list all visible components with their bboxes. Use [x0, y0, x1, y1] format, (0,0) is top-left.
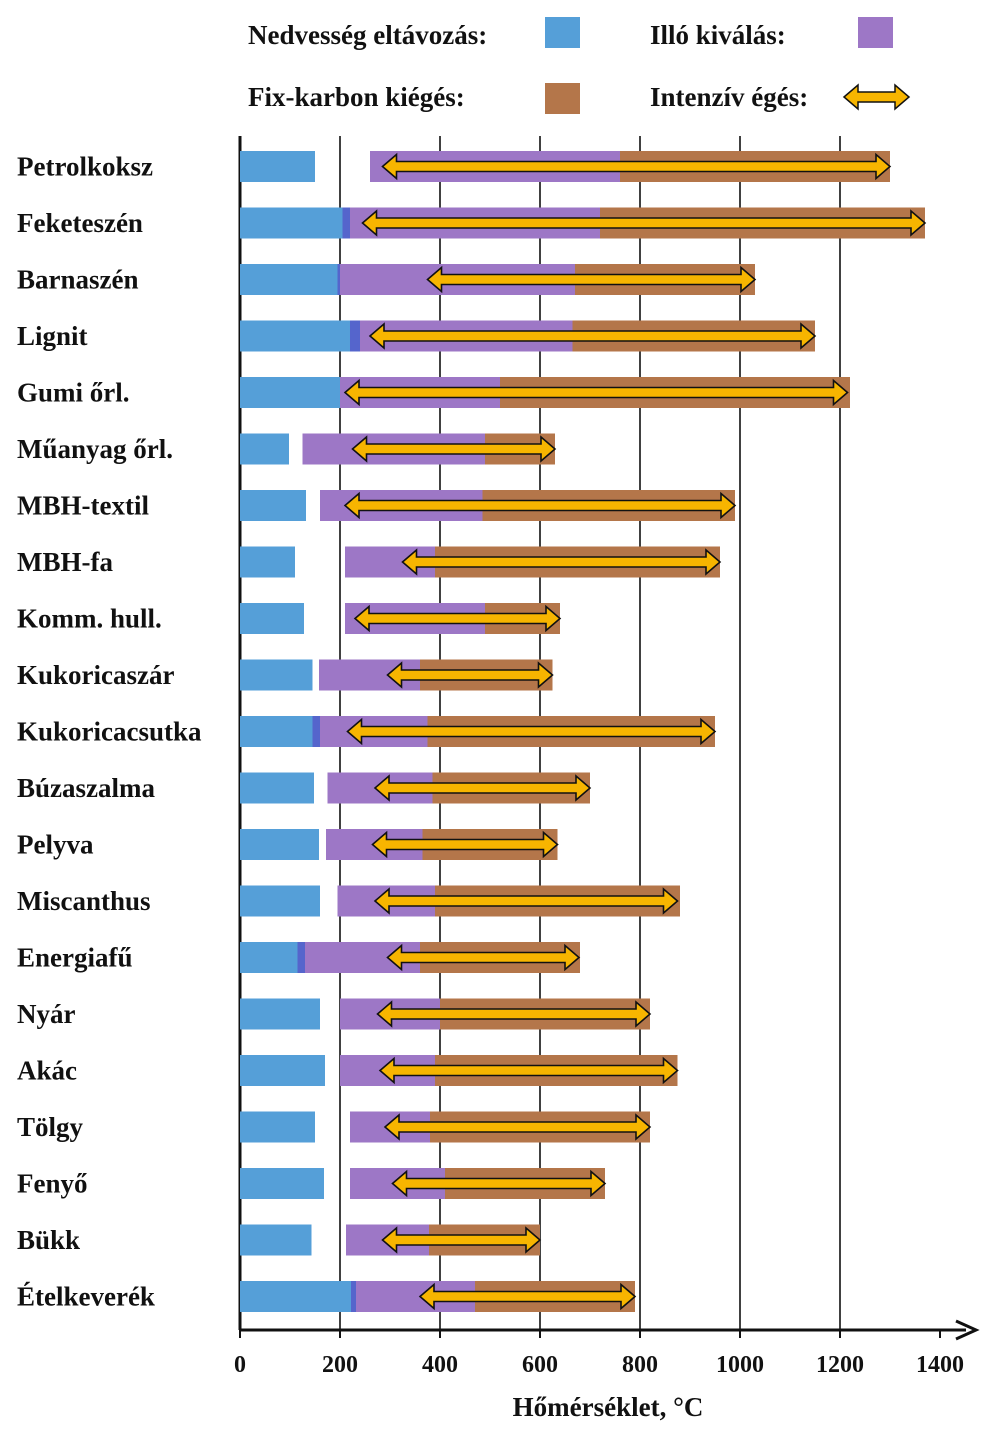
- row-1-category-label: Petrolkoksz: [17, 152, 153, 182]
- row-7-category-label: MBH-textil: [17, 491, 149, 521]
- row-21-intensive-arrow: [418, 1282, 637, 1311]
- row-18-moisture-bar: [240, 1111, 315, 1143]
- row-14-moisture-bar: [240, 885, 320, 917]
- row-14-intensive-arrow: [373, 887, 679, 915]
- legend-swatch-moisture: [545, 17, 580, 48]
- row-21-moisture-bar: [240, 1281, 351, 1312]
- row-15-moisture-bar: [240, 942, 298, 973]
- x-tick-label-200: 200: [322, 1352, 358, 1378]
- row-2-overlap-bar: [342, 207, 350, 239]
- row-20-category-label: Bükk: [17, 1225, 80, 1255]
- row-9-category-label: Komm. hull.: [17, 604, 162, 634]
- row-12-moisture-bar: [240, 772, 314, 804]
- row-5-moisture-bar: [240, 377, 340, 408]
- row-4-category-label: Lignit: [17, 321, 88, 351]
- x-tick-label-1200: 1200: [816, 1352, 864, 1378]
- row-14-category-label: Miscanthus: [17, 886, 151, 916]
- row-17-intensive-arrow: [378, 1056, 679, 1085]
- row-11-moisture-bar: [240, 716, 313, 747]
- row-3-intensive-arrow: [426, 265, 757, 294]
- row-20-moisture-bar: [240, 1224, 312, 1256]
- x-axis: 0 200 400 600 800 1000 1200 1400 Hőmérséklet, °…: [234, 1319, 980, 1422]
- row-15-overlap-bar: [297, 942, 305, 973]
- row-15-intensive-arrow: [386, 943, 581, 972]
- x-tick-label-1400: 1400: [916, 1352, 964, 1378]
- row-17-moisture-bar: [240, 1055, 325, 1086]
- row-4-moisture-bar: [240, 320, 350, 352]
- intensive-arrows: [343, 152, 927, 1311]
- row-19-intensive-arrow: [391, 1169, 607, 1198]
- row-5-intensive-arrow: [343, 378, 849, 407]
- row-9-moisture-bar: [240, 603, 304, 634]
- x-tick-label-1000: 1000: [716, 1352, 764, 1378]
- category-labels: Petrolkoksz Feketeszén Barnaszén Lignit Gumi…: [17, 152, 202, 1312]
- row-4-overlap-bar: [350, 320, 360, 352]
- row-3-category-label: Barnaszén: [17, 265, 139, 295]
- row-7-intensive-arrow: [343, 491, 737, 520]
- row-16-intensive-arrow: [376, 1000, 652, 1028]
- row-7-moisture-bar: [240, 490, 306, 521]
- row-5-category-label: Gumi őrl.: [17, 378, 130, 408]
- row-3-overlap-bar: [337, 264, 340, 295]
- row-10-intensive-arrow: [386, 661, 554, 689]
- legend-swatch-volatile: [858, 17, 893, 48]
- row-16-moisture-bar: [240, 998, 320, 1030]
- row-21-overlap-bar: [351, 1281, 356, 1312]
- row-3-moisture-bar: [240, 264, 338, 295]
- row-11-category-label: Kukoricacsutka: [17, 717, 202, 747]
- row-18-category-label: Tölgy: [17, 1112, 84, 1142]
- row-13-category-label: Pelyva: [17, 830, 94, 860]
- row-16-category-label: Nyár: [17, 999, 75, 1029]
- x-axis-title: Hőmérséklet, °C: [513, 1392, 704, 1422]
- row-21-category-label: Ételkeverék: [17, 1282, 155, 1312]
- legend-label-moisture: Nedvesség eltávozás:: [248, 20, 487, 50]
- x-axis-arrowhead: [955, 1319, 980, 1341]
- row-1-moisture-bar: [240, 151, 315, 182]
- row-11-overlap-bar: [312, 716, 320, 747]
- legend-label-volatile: Illó kiválás:: [650, 20, 786, 50]
- row-13-intensive-arrow: [371, 830, 559, 859]
- legend-label-intensive: Intenzív égés:: [650, 82, 808, 112]
- x-tick-label-600: 600: [522, 1352, 558, 1378]
- row-18-intensive-arrow: [383, 1113, 652, 1141]
- row-9-intensive-arrow: [353, 604, 562, 633]
- row-10-category-label: Kukoricaszár: [17, 660, 174, 690]
- row-2-moisture-bar: [240, 207, 343, 239]
- row-20-intensive-arrow: [381, 1226, 542, 1254]
- row-2-intensive-arrow: [361, 209, 927, 237]
- row-12-intensive-arrow: [373, 774, 592, 802]
- legend-swatch-fixcarbon: [545, 83, 580, 114]
- row-13-moisture-bar: [240, 829, 319, 860]
- row-17-category-label: Akác: [17, 1056, 77, 1086]
- row-8-category-label: MBH-fa: [17, 547, 113, 577]
- row-1-intensive-arrow: [381, 152, 892, 181]
- row-19-moisture-bar: [240, 1168, 324, 1199]
- x-tick-label-800: 800: [622, 1352, 658, 1378]
- row-19-category-label: Fenyő: [17, 1169, 88, 1199]
- row-8-intensive-arrow: [401, 548, 722, 576]
- row-6-intensive-arrow: [351, 435, 557, 463]
- x-tick-label-0: 0: [234, 1352, 246, 1378]
- row-2-category-label: Feketeszén: [17, 208, 143, 238]
- legend: Nedvesség eltávozás: Illó kiválás: Fix-k…: [248, 17, 911, 114]
- row-12-category-label: Búzaszalma: [17, 773, 155, 803]
- row-11-intensive-arrow: [346, 717, 717, 746]
- row-15-category-label: Energiafű: [17, 943, 133, 973]
- legend-swatch-intensive-arrow: [842, 83, 911, 111]
- legend-label-fixcarbon: Fix-karbon kiégés:: [248, 82, 465, 112]
- row-6-moisture-bar: [240, 433, 289, 465]
- x-axis-ticks: 0 200 400 600 800 1000 1200 1400: [234, 1330, 964, 1378]
- x-tick-label-400: 400: [422, 1352, 458, 1378]
- row-6-category-label: Műanyag őrl.: [17, 434, 173, 464]
- row-10-moisture-bar: [240, 659, 313, 691]
- row-4-intensive-arrow: [368, 322, 817, 350]
- row-8-moisture-bar: [240, 546, 295, 578]
